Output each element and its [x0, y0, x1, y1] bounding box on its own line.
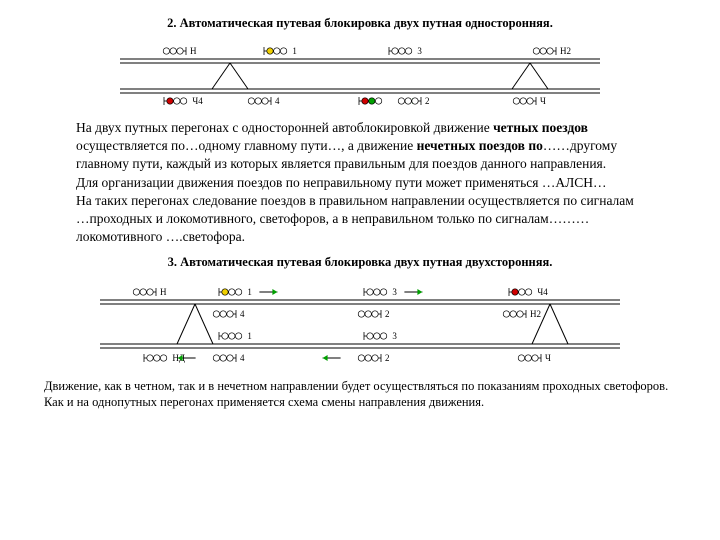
svg-text:Ч4: Ч4 — [192, 96, 203, 106]
section3-text: Движение, как в четном, так и в нечетном… — [44, 378, 676, 411]
svg-text:3: 3 — [392, 331, 397, 341]
svg-text:Н2: Н2 — [560, 46, 571, 56]
section2-text: На двух путных перегонах с односторонней… — [76, 119, 644, 247]
svg-text:4: 4 — [275, 96, 280, 106]
svg-text:1: 1 — [247, 331, 252, 341]
svg-text:1: 1 — [292, 46, 297, 56]
svg-text:3: 3 — [417, 46, 422, 56]
svg-text:3: 3 — [392, 287, 397, 297]
section3-heading: 3. Автоматическая путевая блокировка дву… — [36, 255, 684, 270]
svg-text:2: 2 — [425, 96, 430, 106]
svg-text:Ч: Ч — [545, 353, 551, 363]
svg-text:Н: Н — [190, 46, 197, 56]
section3-diagram: Н13Ч442Н213НД42Ч — [80, 278, 640, 370]
svg-text:4: 4 — [240, 353, 245, 363]
section2-heading: 2. Автоматическая путевая блокировка дву… — [36, 16, 684, 31]
svg-text:Н2: Н2 — [530, 309, 541, 319]
svg-text:2: 2 — [385, 309, 390, 319]
svg-text:1: 1 — [247, 287, 252, 297]
svg-text:2: 2 — [385, 353, 390, 363]
svg-text:4: 4 — [240, 309, 245, 319]
svg-text:Н: Н — [160, 287, 167, 297]
svg-text:Ч4: Ч4 — [537, 287, 548, 297]
svg-text:Ч: Ч — [540, 96, 546, 106]
section2-diagram: Н 1 3 Н2 Ч4 4 2 Ч — [100, 39, 620, 111]
